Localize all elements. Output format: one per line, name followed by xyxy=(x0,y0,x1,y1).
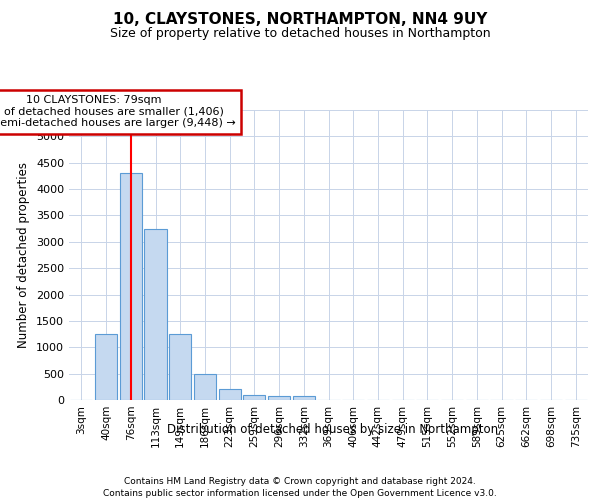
Bar xyxy=(119,174,142,400)
Text: Distribution of detached houses by size in Northampton: Distribution of detached houses by size … xyxy=(167,422,499,436)
Bar xyxy=(169,334,191,400)
Bar xyxy=(293,396,315,400)
Text: 10 CLAYSTONES: 79sqm
← 13% of detached houses are smaller (1,406)
86% of semi-de: 10 CLAYSTONES: 79sqm ← 13% of detached h… xyxy=(0,96,236,128)
Text: Contains public sector information licensed under the Open Government Licence v3: Contains public sector information licen… xyxy=(103,489,497,498)
Text: 10, CLAYSTONES, NORTHAMPTON, NN4 9UY: 10, CLAYSTONES, NORTHAMPTON, NN4 9UY xyxy=(113,12,487,28)
Bar xyxy=(194,374,216,400)
Text: Size of property relative to detached houses in Northampton: Size of property relative to detached ho… xyxy=(110,28,490,40)
Text: Contains HM Land Registry data © Crown copyright and database right 2024.: Contains HM Land Registry data © Crown c… xyxy=(124,478,476,486)
Bar xyxy=(145,228,167,400)
Bar xyxy=(268,396,290,400)
Bar xyxy=(95,334,117,400)
Y-axis label: Number of detached properties: Number of detached properties xyxy=(17,162,31,348)
Bar xyxy=(218,390,241,400)
Bar xyxy=(243,394,265,400)
